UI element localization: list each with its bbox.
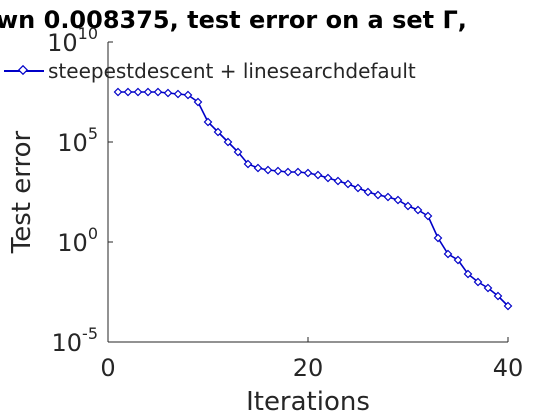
x-ticks: 0 20 40 <box>100 337 523 382</box>
data-point-marker <box>275 168 282 175</box>
data-point-marker <box>265 167 272 174</box>
data-point-marker <box>165 90 172 97</box>
y-tick-base: 10 <box>57 229 88 257</box>
data-point-marker <box>345 181 352 188</box>
data-point-marker <box>405 203 412 210</box>
data-point-marker <box>325 175 332 182</box>
legend: steepestdescent + linesearchdefault <box>4 59 416 83</box>
data-point-marker <box>335 178 342 185</box>
y-tick-label: 10-5 <box>52 324 99 357</box>
data-point-marker <box>305 170 312 177</box>
data-point-marker <box>115 89 122 96</box>
data-point-marker <box>365 189 372 196</box>
x-tick-label: 40 <box>493 354 524 382</box>
x-tick-label: 20 <box>293 354 324 382</box>
y-tick-exponent: -5 <box>82 324 98 343</box>
data-point-marker <box>295 169 302 176</box>
legend-marker <box>19 66 27 74</box>
data-point-marker <box>385 194 392 201</box>
axes <box>108 42 508 342</box>
data-point-marker <box>175 91 182 98</box>
series-layer <box>115 89 512 310</box>
x-axis-title: Iterations <box>246 387 370 417</box>
data-point-marker <box>315 172 322 179</box>
y-tick-base: 10 <box>57 129 88 157</box>
x-tick-label: 0 <box>100 354 115 382</box>
data-point-marker <box>135 89 142 96</box>
y-tick-exponent: 5 <box>88 124 98 143</box>
series-line <box>118 92 508 306</box>
data-point-marker <box>145 89 152 96</box>
y-tick-exponent: 0 <box>88 224 98 243</box>
y-tick-exponent: 10 <box>78 24 98 43</box>
y-tick-label: 100 <box>57 224 98 257</box>
data-point-marker <box>375 192 382 199</box>
data-point-marker <box>425 213 432 220</box>
data-point-marker <box>125 89 132 96</box>
data-point-marker <box>415 207 422 214</box>
data-point-marker <box>155 89 162 96</box>
data-point-marker <box>355 185 362 192</box>
data-point-marker <box>395 197 402 204</box>
y-tick-base: 10 <box>47 29 78 57</box>
data-point-marker <box>285 169 292 176</box>
y-axis-title: Test error <box>7 130 37 254</box>
y-tick-base: 10 <box>52 329 83 357</box>
data-point-marker <box>255 165 262 172</box>
y-tick-label: 105 <box>57 124 98 157</box>
y-tick-label: 1010 <box>47 24 98 57</box>
legend-label: steepestdescent + linesearchdefault <box>48 59 416 83</box>
